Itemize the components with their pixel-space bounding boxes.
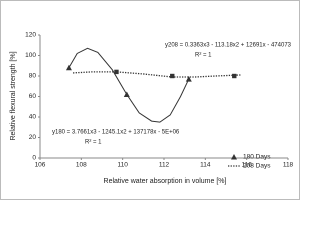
x-tick-label: 110 — [117, 162, 128, 169]
annotation: y180 = 3.7661x3 - 1245.1x2 + 137178x - 5… — [52, 130, 180, 136]
chart: Relative water absorption in volume [%] … — [0, 0, 300, 200]
y-tick-label: 80 — [29, 73, 37, 80]
x-tick-label: 112 — [159, 162, 170, 169]
legend-label: 208 Days — [243, 163, 271, 170]
x-tick-label: 106 — [35, 162, 46, 169]
data-point — [114, 69, 119, 75]
y-tick-label: 0 — [32, 155, 36, 162]
data-point — [65, 64, 72, 71]
annotation: R² = 1 — [195, 53, 212, 59]
data-point — [232, 73, 237, 79]
annotation: R² = 1 — [85, 140, 102, 146]
y-tick-label: 40 — [29, 114, 37, 121]
y-tick-label: 100 — [25, 52, 36, 59]
y-axis-title: Relative flexural strength [%] — [10, 51, 17, 140]
x-tick-label: 116 — [241, 162, 252, 169]
y-tick-label: 20 — [29, 134, 37, 141]
x-tick-label: 114 — [200, 162, 211, 169]
annotation: y208 = 0.3363x3 - 113.18x2 + 12691x - 47… — [165, 43, 292, 49]
chart-frame — [0, 0, 300, 200]
data-point — [185, 76, 192, 82]
x-axis-title: Relative water absorption in volume [%] — [104, 178, 227, 185]
y-tick-label: 60 — [29, 93, 37, 100]
legend-marker — [231, 154, 237, 160]
trend-line — [68, 47, 190, 123]
data-point — [123, 91, 130, 97]
data-point — [170, 73, 175, 79]
x-tick-label: 118 — [283, 162, 294, 169]
legend-label: 180 Days — [243, 154, 271, 161]
x-tick-label: 108 — [76, 162, 87, 169]
y-tick-label: 120 — [25, 32, 36, 39]
